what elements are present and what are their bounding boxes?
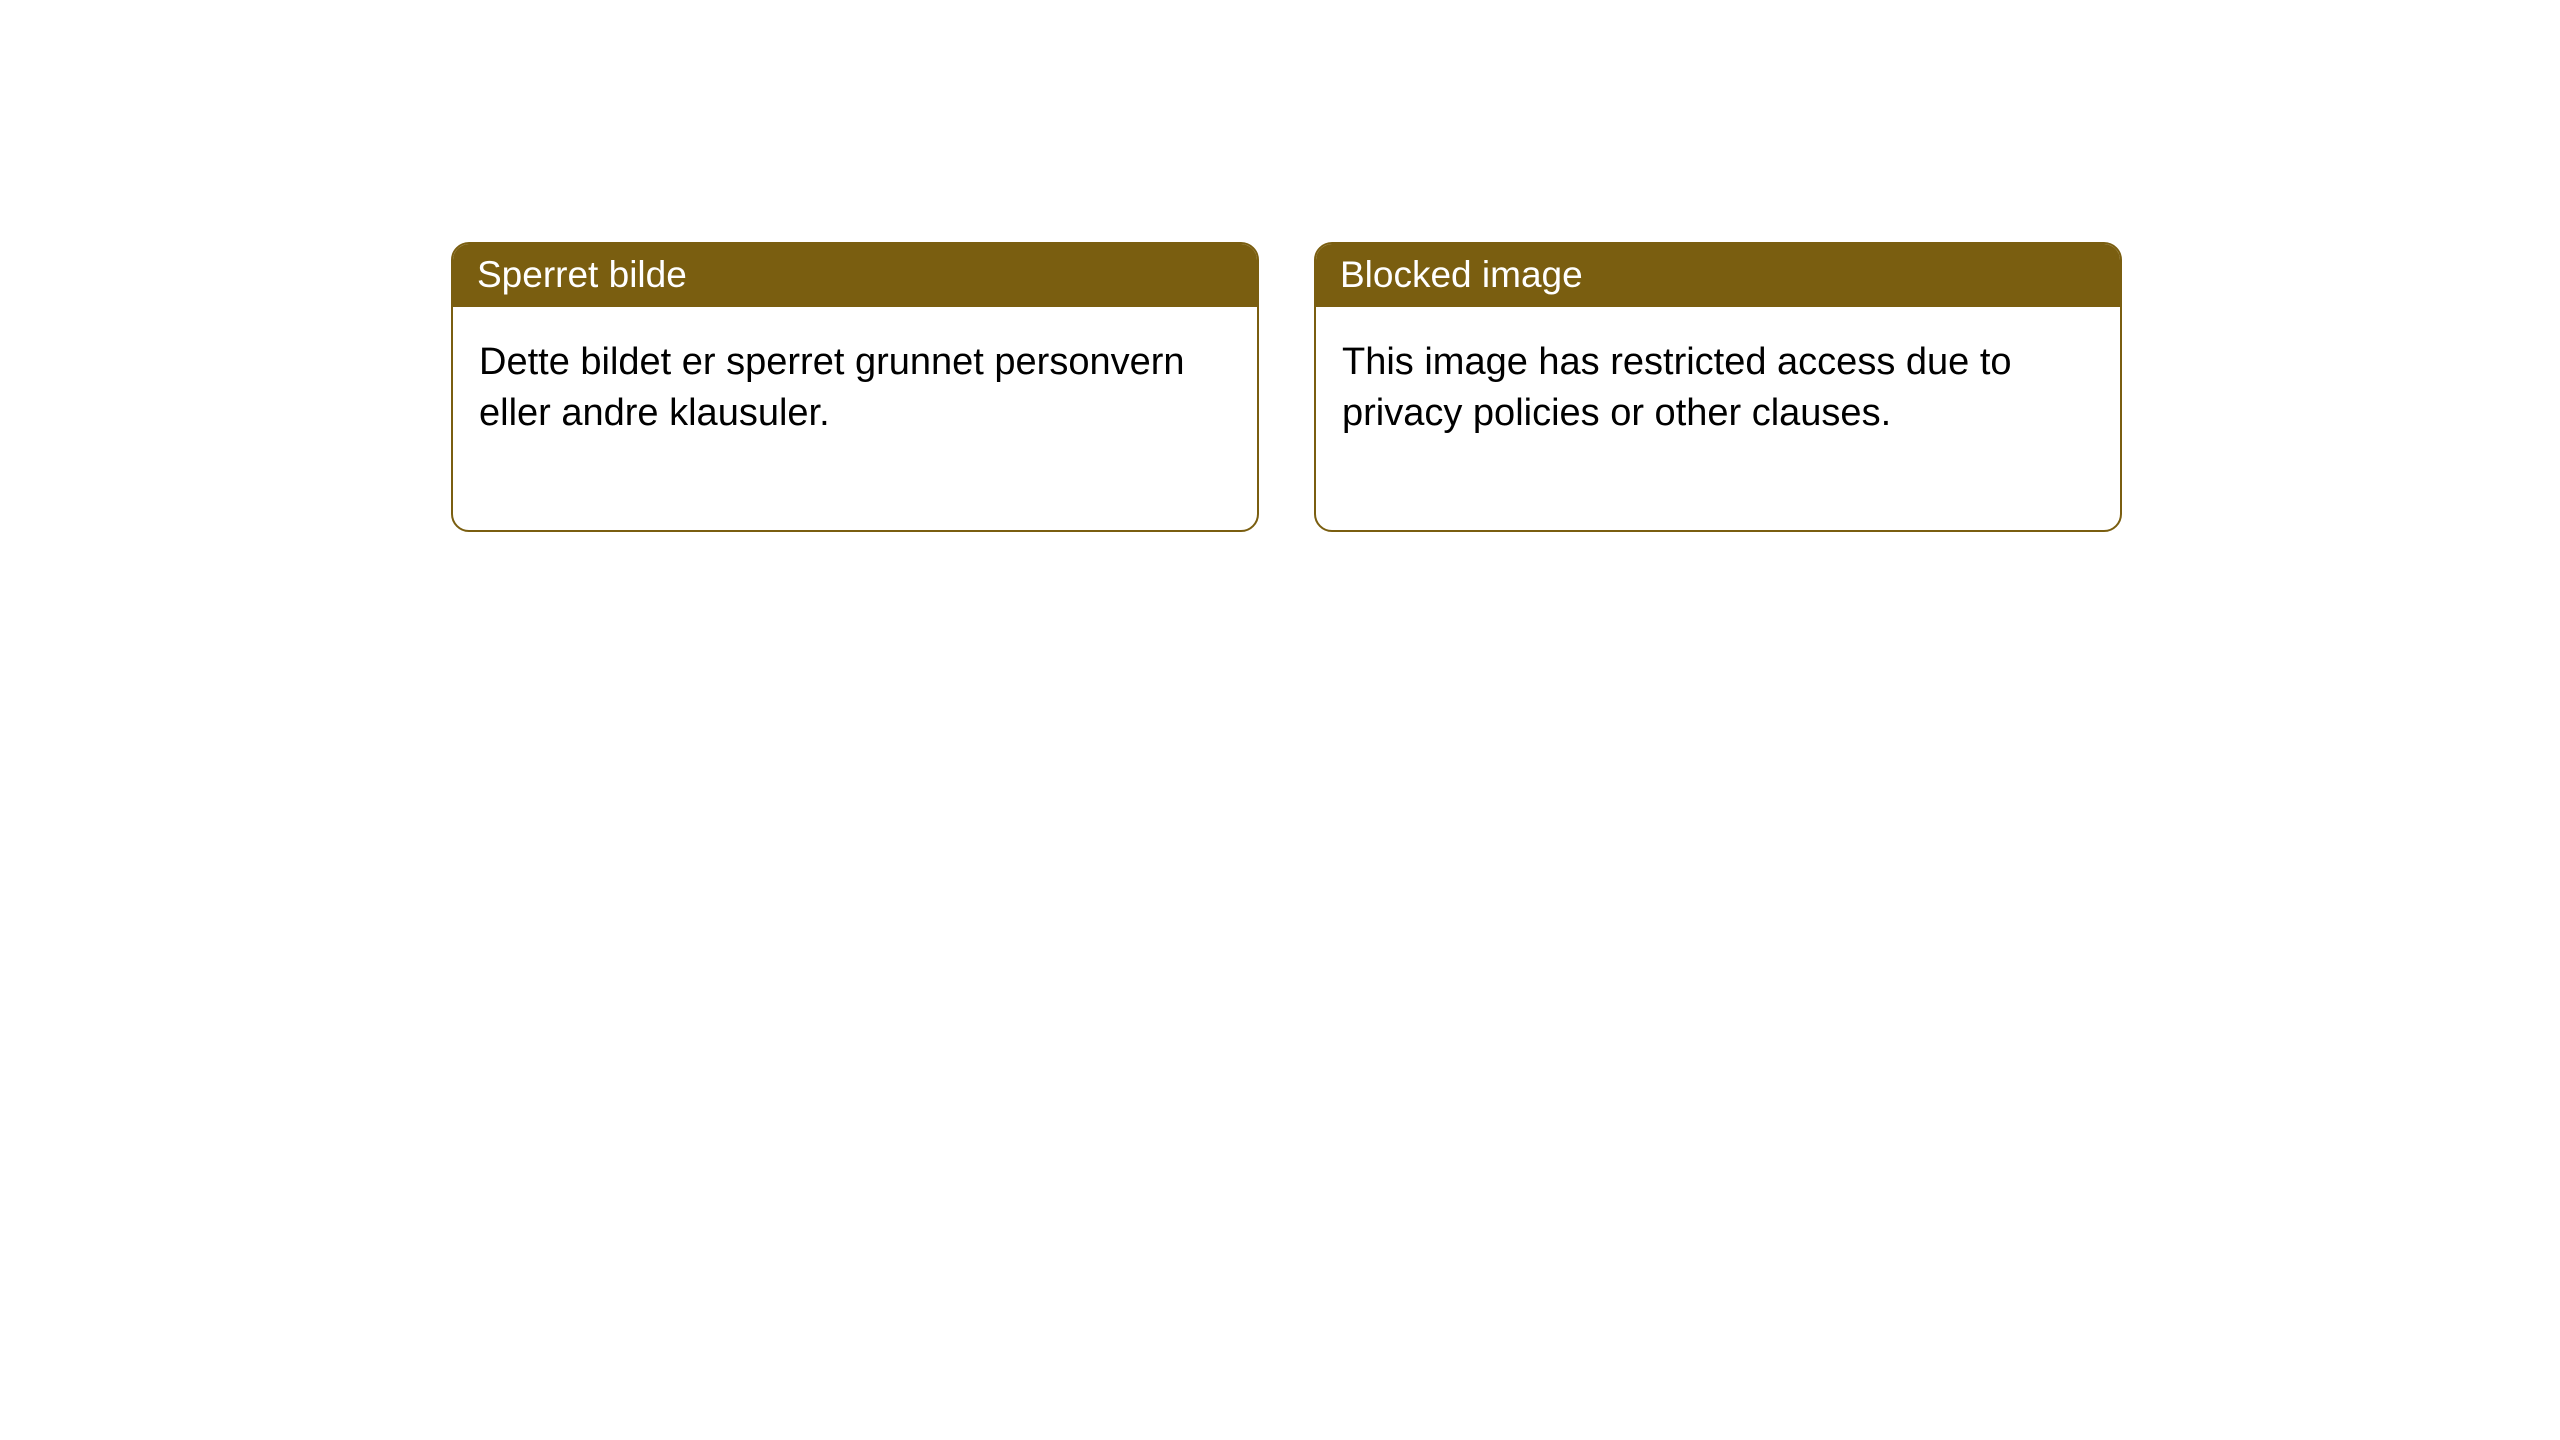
notice-title: Sperret bilde: [453, 244, 1257, 307]
notice-title: Blocked image: [1316, 244, 2120, 307]
notices-container: Sperret bilde Dette bildet er sperret gr…: [0, 0, 2560, 532]
notice-card-norwegian: Sperret bilde Dette bildet er sperret gr…: [451, 242, 1259, 532]
notice-card-english: Blocked image This image has restricted …: [1314, 242, 2122, 532]
notice-body: This image has restricted access due to …: [1316, 307, 2120, 530]
notice-body: Dette bildet er sperret grunnet personve…: [453, 307, 1257, 530]
